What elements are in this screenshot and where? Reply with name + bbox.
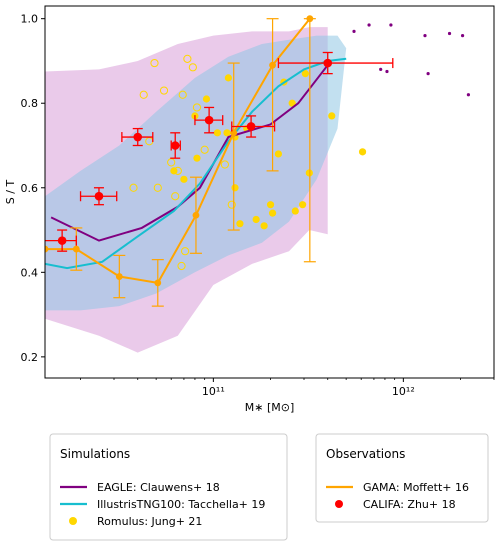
romulus-open-point [192,103,202,112]
plot-frame [44,5,495,379]
eagle-point [426,72,430,76]
eagle-line [50,64,329,242]
romulus-point [252,215,260,224]
romulus-point [223,129,231,137]
y-tick-label: 1.0 [21,13,39,26]
romulus-open-point [183,54,192,63]
eagle-point [466,93,471,97]
gama-point [115,273,123,280]
romulus-point [268,209,277,217]
romulus-open-point [153,183,162,192]
romulus-open-point [139,90,148,99]
romulus-open-point [178,90,187,99]
legend-entry-label: EAGLE: Clauwens+ 18 [97,481,220,494]
legend-dot-swatch [69,517,77,525]
eagle-point [423,33,427,38]
califa-point [170,141,180,150]
romulus-point [260,222,268,230]
romulus-point [224,74,232,82]
eagle-point [385,69,389,74]
eagle-point [352,29,356,33]
legend-title: Simulations [60,447,130,461]
romulus-point [213,129,221,137]
romulus-open-point [200,145,209,154]
romulus-point [328,112,336,120]
romulus-open-point [171,192,180,201]
romulus-point [231,184,239,192]
eagle-point [379,67,383,72]
romulus-point [274,150,283,158]
legend-dot-swatch [335,500,343,508]
califa-point [94,191,104,201]
califa-point [323,58,333,68]
gama-point [192,211,200,219]
eagle-point [367,23,371,27]
legend-title: Observations [326,447,405,461]
legends: Simulations EAGLE: Clauwens+ 18 IllustrisT… [49,433,489,541]
califa-point [204,115,214,125]
y-axis-label: S / T [4,180,17,205]
gama-line [45,18,311,285]
romulus-point [193,154,201,162]
x-tick-label: 10¹¹ [202,385,225,398]
y-tick-label: 0.4 [21,266,39,279]
romulus-open-point [129,183,138,192]
legend-box [49,433,288,541]
tng-scatter-band [45,35,347,311]
romulus-open-point [150,58,159,68]
romulus-point [180,175,188,183]
axes: 0.2 0.4 0.6 0.8 1.0 10¹¹ 10¹² [21,5,495,398]
y-tick-label: 0.2 [21,351,39,364]
califa-point [246,122,256,131]
x-axis-label: M∗ [M⊙] [245,401,295,414]
eagle-point [460,33,465,38]
romulus-open-point [180,247,190,256]
legend-observations: Observations GAMA: Moffett+ 16 CALIFA: Zhu… [315,433,489,523]
romulus-open-point [227,200,236,209]
plot-area [45,15,471,353]
x-tick-label: 10¹² [392,385,415,398]
romulus-open-point [159,86,169,95]
eagle-point [389,23,393,27]
romulus-point [358,148,367,156]
legend-entry-label: CALIFA: Zhu+ 18 [363,498,456,511]
eagle-point [447,31,452,36]
romulus-point [291,207,299,215]
gama-point [154,279,162,287]
legend-entry-label: GAMA: Moffett+ 16 [363,481,469,494]
gama-point [306,15,314,23]
legend-box [315,433,489,523]
romulus-point [202,95,211,103]
legend-entry-label: IllustrisTNG100: Tacchella+ 19 [97,498,265,511]
romulus-open-point [220,160,229,169]
y-tick-label: 0.6 [21,182,39,195]
califa-point [57,236,67,245]
romulus-open-point [188,63,197,72]
gama-point [72,245,80,253]
romulus-point [170,167,178,175]
legend-simulations: Simulations EAGLE: Clauwens+ 18 IllustrisT… [49,433,288,541]
plot-content [45,15,471,353]
califa-point [133,132,143,142]
romulus-open-point [177,261,186,271]
romulus-point [266,201,275,209]
gama-point [269,61,276,69]
romulus-point [288,99,296,107]
romulus-point [301,70,309,78]
romulus-point [236,220,244,228]
legend-entry-label: Romulus: Jung+ 21 [97,515,202,528]
gama-point [45,245,49,253]
y-tick-label: 0.8 [21,97,39,110]
romulus-point [299,201,307,209]
